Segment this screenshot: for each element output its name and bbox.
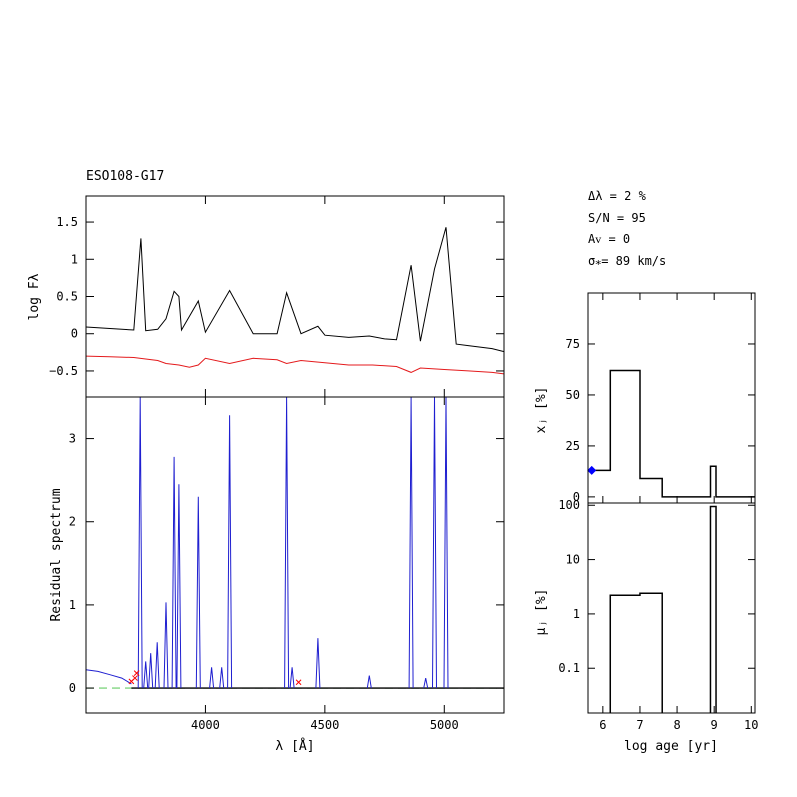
spectrum-ytick-label: 1 (71, 252, 78, 266)
emission-line-residual (315, 638, 321, 689)
mass-fraction-ytick-label: 10 (566, 553, 580, 567)
age-xtick-label: 7 (636, 718, 643, 732)
object-title: ESO108-G17 (86, 169, 164, 184)
residual-ytick-label: 0 (69, 681, 76, 695)
spectrum-ticks: −0.5 0 0.5 1 1.5 (49, 196, 504, 397)
masked-pixel-marker (295, 679, 302, 686)
mass-fraction-panel: 0.1 1 10 100 6 7 8 9 10 μⱼ [%] log age [yr] (534, 498, 759, 754)
light-fraction-ytick-label: 50 (566, 388, 580, 402)
residual-xtick-label: 5000 (430, 718, 459, 732)
emission-line-residual (219, 667, 225, 689)
emission-line-residual (408, 396, 414, 689)
light-fraction-ytick-label: 0 (573, 490, 580, 504)
mass-fraction-steps (609, 505, 717, 713)
mass-fraction-bin-old (709, 505, 717, 713)
masked-pixel-marker (132, 675, 138, 681)
spectrum-panel: −0.5 0 0.5 1 1.5 log Fλ (27, 195, 505, 398)
mass-fraction-ytick-label: 0.1 (558, 661, 580, 675)
emission-line-residual (148, 653, 154, 689)
spectrum-ytick-label: −0.5 (49, 364, 78, 378)
residual-ytick-label: 1 (69, 598, 76, 612)
spectrum-ylabel: log Fλ (27, 273, 42, 320)
emission-line-residual (209, 667, 215, 689)
emission-line-residual (443, 396, 449, 689)
mass-fraction-ticks: 0.1 1 10 100 6 7 8 9 10 (558, 498, 758, 732)
light-fraction-steps (587, 369, 755, 498)
emission-line-residual (137, 396, 143, 689)
emission-line-residual (227, 415, 233, 689)
light-fraction-ytick-label: 75 (566, 337, 580, 351)
residual-xtick-label: 4000 (191, 718, 220, 732)
age-xtick-label: 8 (673, 718, 680, 732)
observed-spectrum-line (85, 227, 505, 353)
spectrum-lines (85, 227, 505, 375)
residual-ylabel: Residual spectrum (49, 488, 64, 621)
mass-fraction-ytick-label: 1 (573, 607, 580, 621)
residual-panel: 4000 4500 5000 0 1 2 3 Residual spectrum λ [Å] (49, 396, 505, 754)
wavelength-xlabel: λ [Å] (275, 738, 314, 754)
light-fraction-histogram (588, 369, 755, 498)
emission-line-residual (284, 396, 290, 689)
emission-line-residual (143, 661, 149, 689)
blue-continuum-residual (85, 669, 132, 685)
light-fraction-ylabel: xⱼ [%] (534, 387, 549, 434)
residual-ticks: 4000 4500 5000 0 1 2 3 (69, 397, 504, 732)
age-xlabel: log age [yr] (624, 739, 718, 754)
age-xtick-label: 9 (711, 718, 718, 732)
residual-xtick-label: 4500 (310, 718, 339, 732)
residual-ytick-label: 2 (69, 515, 76, 529)
residual-ytick-label: 3 (69, 432, 76, 446)
residual-lines (85, 396, 504, 689)
emission-line-residual (154, 642, 160, 689)
light-fraction-frame (587, 292, 756, 504)
emission-line-residual (432, 396, 437, 689)
emission-line-residual (163, 602, 169, 689)
emission-line-residual (289, 667, 295, 689)
light-fraction-panel: 0 25 50 75 xⱼ [%] (534, 292, 756, 504)
av-stat: Aᴠ = 0 (588, 232, 630, 246)
sigma-stat: σ⁎= 89 km/s (588, 254, 666, 268)
spectrum-ytick-label: 1.5 (56, 215, 78, 229)
mass-fraction-ylabel: μⱼ [%] (534, 589, 549, 636)
mass-fraction-frame (587, 502, 756, 714)
delta-stat: Δλ = 2 % (588, 189, 647, 203)
light-fraction-ticks: 0 25 50 75 (566, 293, 755, 504)
light-fraction-ytick-label: 25 (566, 439, 580, 453)
emission-line-residual (366, 675, 372, 689)
mass-fraction-bins-young (609, 592, 663, 713)
emission-line-residual (423, 678, 429, 689)
emission-line-residual (195, 496, 201, 689)
sn-stat: S/N = 95 (588, 211, 646, 225)
model-spectrum-line (85, 355, 505, 375)
spectrum-ytick-label: 0 (71, 327, 78, 341)
residual-frame (85, 396, 505, 714)
masked-pixel-marker (133, 670, 140, 676)
age-xtick-label: 6 (599, 718, 606, 732)
fit-stats: Δλ = 2 % S/N = 95 Aᴠ = 0 σ⁎= 89 km/s (588, 189, 666, 268)
young-population-marker (587, 465, 597, 475)
emission-line-residual (176, 484, 182, 689)
emission-line-residual (171, 456, 177, 689)
spectrum-ytick-label: 0.5 (56, 290, 78, 304)
spectrum-frame (85, 195, 505, 398)
mass-fraction-ytick-label: 100 (558, 498, 580, 512)
age-xtick-label: 10 (744, 718, 758, 732)
